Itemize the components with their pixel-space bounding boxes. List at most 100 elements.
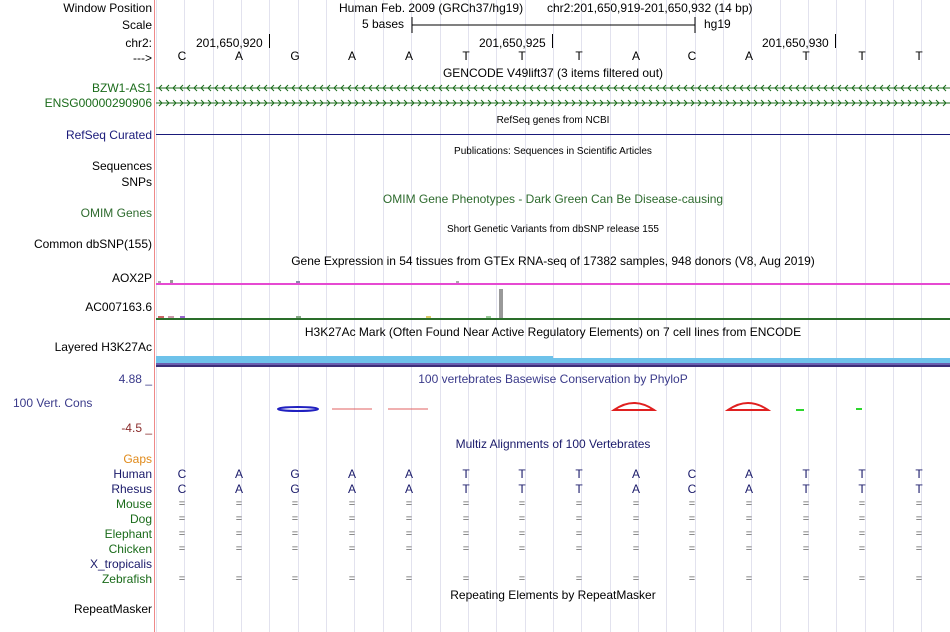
label-divider: [154, 0, 155, 632]
multiz-base: =: [802, 528, 810, 540]
multiz-base: =: [632, 513, 640, 525]
multiz-base: =: [291, 513, 299, 525]
h3k27ac-signal[interactable]: [156, 356, 950, 368]
multiz-base: A: [234, 467, 243, 481]
window-coordinates[interactable]: chr2:201,650,919-201,650,932 (14 bp): [547, 1, 753, 15]
multiz-base: G: [290, 467, 300, 481]
multiz-base: =: [462, 513, 470, 525]
grid-line: [156, 0, 157, 632]
multiz-base: =: [745, 573, 753, 585]
grid-line: [241, 0, 242, 632]
phylop-min: -4.5 _: [121, 421, 152, 435]
gtex-track-ac007163-6[interactable]: AC007163.6: [85, 300, 152, 314]
multiz-base: =: [575, 543, 583, 555]
multiz-base: =: [462, 543, 470, 555]
multiz-base: T: [802, 482, 810, 496]
multiz-base: C: [687, 467, 697, 481]
multiz-base: =: [178, 573, 186, 585]
publications-title[interactable]: Publications: Sequences in Scientific Ar…: [454, 146, 652, 157]
multiz-base: =: [632, 543, 640, 555]
ruler-tick-label: 201,650,925: [479, 36, 546, 50]
phylop-plot[interactable]: [156, 398, 950, 418]
multiz-base: =: [405, 543, 413, 555]
gencode-gene-ensg00000290906[interactable]: [156, 97, 950, 109]
multiz-base: T: [462, 482, 470, 496]
multiz-base: =: [575, 498, 583, 510]
refseq-title[interactable]: RefSeq genes from NCBI: [496, 115, 610, 126]
h3k27ac-title[interactable]: H3K27Ac Mark (Often Found Near Active Re…: [304, 325, 802, 339]
multiz-base: =: [178, 543, 186, 555]
window-position-label: Window Position: [63, 1, 152, 15]
multiz-base: T: [915, 482, 923, 496]
ruler-tick: [835, 34, 836, 48]
grid-line: [383, 0, 384, 632]
gencode-track-ensg00000290906[interactable]: ENSG00000290906: [44, 96, 152, 110]
grid-line: [723, 0, 724, 632]
multiz-base: =: [575, 528, 583, 540]
phylop-title[interactable]: 100 vertebrates Basewise Conservation by…: [418, 372, 688, 386]
omim-label[interactable]: OMIM Genes: [80, 206, 152, 220]
base-letter: A: [234, 49, 243, 63]
multiz-species-label[interactable]: Mouse: [115, 497, 152, 511]
multiz-base: =: [235, 573, 243, 585]
publications-label[interactable]: Sequences: [91, 159, 152, 173]
gtex-title[interactable]: Gene Expression in 54 tissues from GTEx …: [291, 254, 815, 268]
multiz-species-label[interactable]: Dog: [129, 512, 152, 526]
multiz-species-label[interactable]: Zebrafish: [101, 572, 152, 586]
multiz-base: G: [290, 482, 300, 496]
multiz-base: A: [347, 467, 356, 481]
grid-line: [780, 0, 781, 632]
gencode-title[interactable]: GENCODE V49lift37 (3 items filtered out): [442, 66, 664, 80]
multiz-base: C: [177, 482, 187, 496]
strand-arrow[interactable]: --->: [133, 51, 152, 65]
grid-line: [525, 0, 526, 632]
multiz-base: =: [915, 513, 923, 525]
snps-label[interactable]: SNPs: [121, 175, 152, 189]
multiz-base: A: [404, 467, 413, 481]
repeatmasker-label[interactable]: RepeatMasker: [73, 602, 152, 616]
multiz-base: A: [404, 482, 413, 496]
genome-assembly[interactable]: Human Feb. 2009 (GRCh37/hg19): [339, 1, 524, 15]
ruler-tick: [269, 34, 270, 48]
h3k27ac-label[interactable]: Layered H3K27Ac: [54, 340, 152, 354]
base-letter: C: [177, 49, 187, 63]
multiz-gaps-label[interactable]: Gaps: [123, 452, 152, 466]
gtex-track-aox2p[interactable]: AOX2P: [111, 271, 152, 285]
multiz-base: =: [291, 528, 299, 540]
multiz-species-label[interactable]: Rhesus: [111, 482, 152, 496]
multiz-base: =: [858, 528, 866, 540]
grid-line: [638, 0, 639, 632]
dbsnp-title[interactable]: Short Genetic Variants from dbSNP releas…: [447, 224, 659, 235]
multiz-species-label[interactable]: Elephant: [104, 527, 152, 541]
multiz-base: =: [915, 543, 923, 555]
gencode-track-bzw1-as1[interactable]: BZW1-AS1: [91, 81, 152, 95]
multiz-base: =: [802, 498, 810, 510]
refseq-gene-line[interactable]: [156, 134, 950, 135]
scale-label: Scale: [121, 18, 152, 32]
dbsnp-label[interactable]: Common dbSNP(155): [33, 237, 152, 251]
multiz-base: =: [688, 543, 696, 555]
multiz-title[interactable]: Multiz Alignments of 100 Vertebrates: [455, 437, 651, 451]
multiz-species-label[interactable]: X_tropicalis: [89, 557, 152, 571]
gencode-gene-bzw1-as1[interactable]: [156, 82, 950, 94]
repeatmasker-title[interactable]: Repeating Elements by RepeatMasker: [450, 588, 656, 602]
omim-title[interactable]: OMIM Gene Phenotypes - Dark Green Can Be…: [382, 192, 724, 206]
gtex-aox2p-bars[interactable]: [156, 278, 950, 288]
base-letter: A: [744, 49, 753, 63]
multiz-base: =: [348, 543, 356, 555]
multiz-base: =: [348, 573, 356, 585]
phylop-label[interactable]: 100 Vert. Cons: [13, 396, 93, 410]
multiz-base: =: [688, 513, 696, 525]
ruler-tick-label: 201,650,920: [196, 36, 263, 50]
multiz-base: =: [518, 513, 526, 525]
multiz-species-label[interactable]: Chicken: [108, 542, 152, 556]
grid-line: [893, 0, 894, 632]
gtex-ac007163-6-bars[interactable]: [156, 285, 950, 321]
multiz-base: T: [518, 482, 526, 496]
multiz-base: T: [858, 482, 866, 496]
multiz-species-label[interactable]: Human: [113, 467, 152, 481]
grid-line: [354, 0, 355, 632]
multiz-base: T: [575, 467, 583, 481]
multiz-base: =: [575, 573, 583, 585]
refseq-label[interactable]: RefSeq Curated: [65, 128, 152, 142]
